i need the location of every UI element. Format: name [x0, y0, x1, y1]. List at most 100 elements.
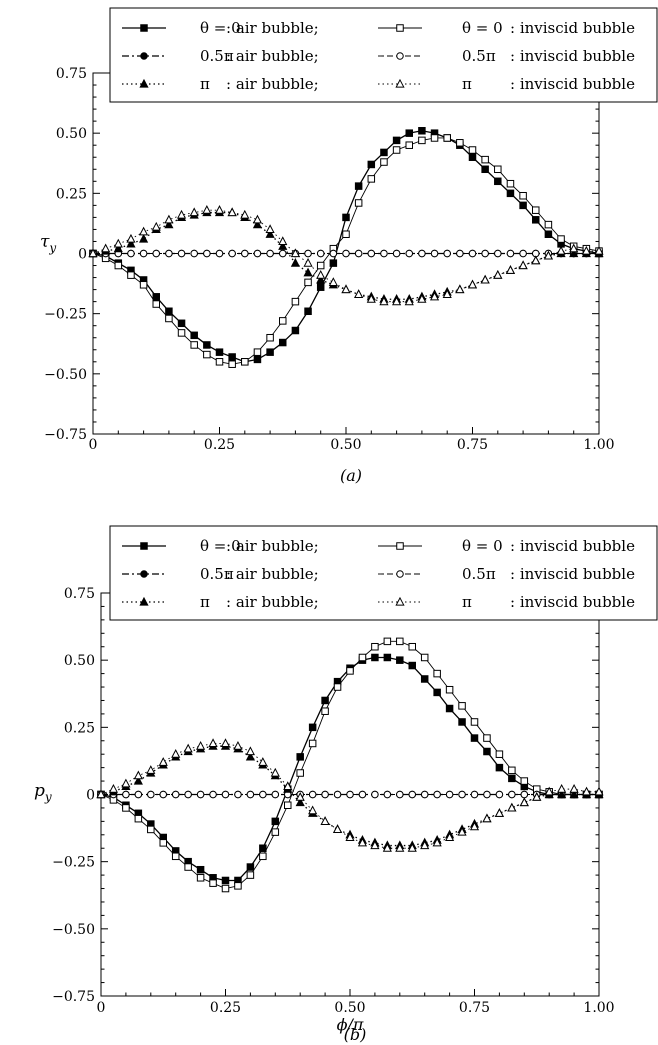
data-point: [279, 338, 287, 347]
data-point: [113, 238, 123, 248]
data-point: [321, 707, 329, 715]
data-point: [303, 257, 313, 267]
data-point: [342, 230, 350, 238]
data-point: [417, 294, 427, 303]
data-point: [445, 790, 454, 799]
y-tick-label: −0.75: [44, 427, 87, 443]
data-point: [358, 790, 367, 799]
data-point: [190, 331, 198, 340]
legend: θ = 0: air bubble; θ = 0: inviscid bubble…: [109, 525, 658, 621]
data-point: [215, 358, 224, 366]
x-tick-label: 1.00: [583, 1000, 614, 1016]
data-point: [443, 134, 451, 142]
data-point: [134, 814, 143, 823]
data-point: [101, 243, 111, 253]
data-point: [189, 207, 199, 217]
data-point: [506, 249, 515, 258]
y-axis-label: τy: [40, 232, 56, 255]
data-point: [367, 249, 376, 258]
legend-text: : air bubble;: [226, 537, 319, 555]
data-point: [519, 797, 529, 807]
data-point: [147, 825, 155, 834]
data-point: [569, 789, 579, 799]
legend-marker: [140, 542, 148, 550]
data-point: [190, 341, 198, 349]
legend-box: [109, 7, 658, 103]
data-point: [380, 148, 388, 157]
data-point: [371, 790, 379, 799]
data-point: [271, 828, 280, 836]
data-point: [304, 307, 312, 316]
series-square-open: [97, 637, 603, 893]
data-point: [507, 802, 517, 812]
data-point: [481, 249, 489, 258]
data-point: [203, 249, 211, 258]
legend-marker: [396, 52, 404, 60]
data-point: [544, 786, 554, 796]
data-point: [177, 249, 186, 258]
data-point: [259, 844, 267, 852]
data-point: [296, 753, 304, 761]
y-axis-label-sub: y: [48, 241, 56, 255]
data-point: [333, 790, 342, 799]
legend-text: : inviscid bubble: [510, 75, 635, 93]
y-axis-label: py: [34, 781, 52, 804]
legend-item: 0.5π: inviscid bubble: [378, 565, 635, 583]
data-point: [147, 790, 155, 799]
data-point: [253, 249, 262, 258]
data-point: [543, 250, 553, 260]
data-point: [358, 653, 367, 662]
data-point: [380, 249, 388, 258]
data-point: [418, 136, 426, 145]
data-point: [209, 879, 217, 887]
legend-marker: [396, 570, 404, 578]
data-point: [290, 248, 300, 258]
data-point: [520, 790, 529, 799]
data-point: [569, 243, 579, 253]
data-point: [196, 865, 205, 874]
data-point: [151, 221, 161, 231]
legend-marker: [396, 24, 404, 32]
legend-marker: [140, 52, 148, 60]
data-point: [246, 871, 255, 879]
data-point: [122, 790, 130, 799]
data-point: [508, 766, 516, 775]
legend-item: π: air bubble;: [122, 75, 319, 93]
data-point: [354, 289, 364, 298]
data-point: [165, 307, 173, 316]
data-point: [467, 279, 478, 289]
data-point: [96, 789, 106, 799]
data-point: [483, 747, 491, 756]
legend-marker: [395, 78, 405, 88]
data-point: [126, 233, 136, 243]
data-point: [495, 790, 504, 799]
data-point: [183, 743, 193, 753]
data-point: [433, 669, 441, 678]
data-point: [442, 289, 452, 298]
data-point: [279, 317, 287, 325]
data-point: [445, 704, 454, 713]
data-point: [164, 214, 174, 224]
data-point: [253, 348, 262, 356]
data-point: [283, 781, 293, 791]
data-point: [308, 723, 317, 732]
data-point: [470, 790, 479, 799]
data-point: [581, 786, 592, 796]
series-square-filled: [89, 127, 603, 366]
data-point: [470, 734, 479, 742]
data-point: [519, 201, 527, 210]
data-point: [594, 786, 604, 796]
x-tick-label: 0.50: [330, 437, 361, 453]
data-point: [290, 257, 300, 267]
data-point: [139, 233, 149, 243]
data-point: [279, 249, 287, 258]
data-point: [346, 790, 354, 799]
data-point: [354, 182, 363, 190]
data-point: [408, 661, 416, 670]
data-point: [383, 653, 392, 662]
data-point: [480, 274, 490, 284]
series-triangle-open: [96, 738, 604, 852]
data-point: [430, 249, 439, 258]
data-point: [196, 874, 205, 882]
